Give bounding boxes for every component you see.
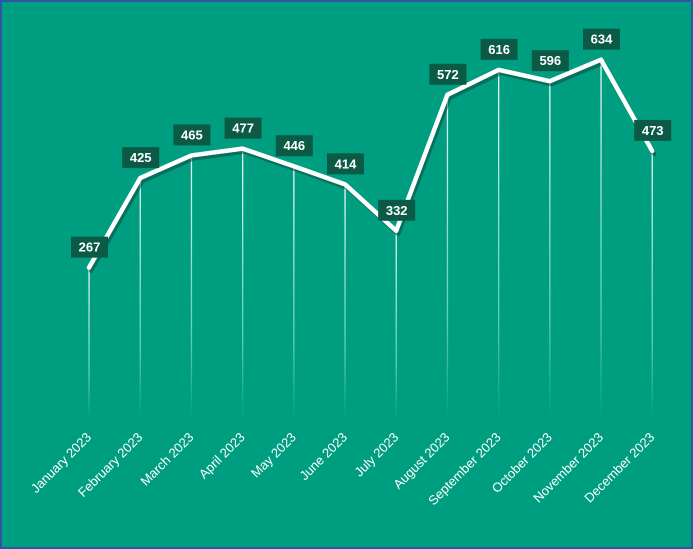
drop-line — [651, 150, 653, 419]
data-label: 477 — [232, 121, 254, 136]
drop-line — [190, 155, 193, 420]
data-label-box — [173, 124, 211, 146]
data-label: 332 — [386, 203, 408, 218]
data-label: 572 — [437, 67, 459, 82]
data-label-box — [634, 119, 672, 141]
data-label: 473 — [642, 123, 664, 138]
data-label-box — [429, 63, 467, 85]
data-label: 425 — [130, 150, 152, 165]
x-tick-label: May 2023 — [248, 430, 299, 481]
data-label-box — [327, 153, 364, 175]
drop-line — [242, 148, 244, 419]
data-label: 634 — [591, 32, 613, 47]
data-label: 616 — [488, 42, 510, 57]
drop-line — [344, 184, 346, 419]
data-label-box — [122, 147, 160, 169]
drop-line — [549, 81, 551, 420]
series-line — [86, 57, 655, 270]
x-tick-label: April 2023 — [196, 430, 248, 482]
data-label: 414 — [335, 156, 357, 171]
data-label: 267 — [79, 240, 101, 255]
data-label: 446 — [283, 138, 305, 153]
x-tick-label: March 2023 — [137, 430, 196, 489]
drop-line — [395, 230, 397, 419]
data-label-box — [224, 117, 262, 139]
data-label-box — [378, 199, 416, 221]
x-tick-label: June 2023 — [297, 430, 351, 484]
data-label-box — [275, 135, 313, 157]
data-label: 596 — [539, 53, 561, 68]
drop-line — [139, 178, 141, 419]
data-label-box — [583, 28, 620, 50]
drop-line — [446, 94, 449, 419]
x-tick-label: July 2023 — [351, 430, 401, 480]
drop-line — [293, 166, 295, 419]
data-label-box — [531, 50, 569, 72]
drop-line — [88, 267, 90, 419]
data-label-box — [71, 236, 108, 258]
data-label-box — [480, 38, 518, 60]
drop-line — [498, 69, 500, 419]
data-label: 465 — [181, 127, 203, 142]
drop-line — [600, 59, 602, 419]
series-line-shadow — [88, 60, 657, 273]
